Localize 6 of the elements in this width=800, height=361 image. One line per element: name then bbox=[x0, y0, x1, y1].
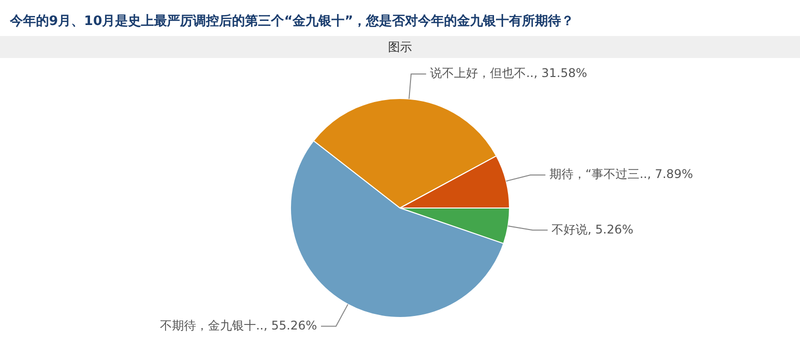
slice-label: 不好说, 5.26% bbox=[552, 222, 634, 236]
slice-label: 期待，“事不过三.., 7.89% bbox=[549, 167, 693, 182]
chart-title: 今年的9月、10月是史上最严厉调控后的第三个“金九银十”，您是否对今年的金九银十有所期待？ bbox=[8, 12, 576, 31]
chart-subtitle: 图示 bbox=[0, 36, 800, 58]
slice-label: 说不上好，但也不.., 31.58% bbox=[430, 66, 588, 80]
slice-label: 不期待，金九银十.., 55.26% bbox=[160, 318, 317, 332]
